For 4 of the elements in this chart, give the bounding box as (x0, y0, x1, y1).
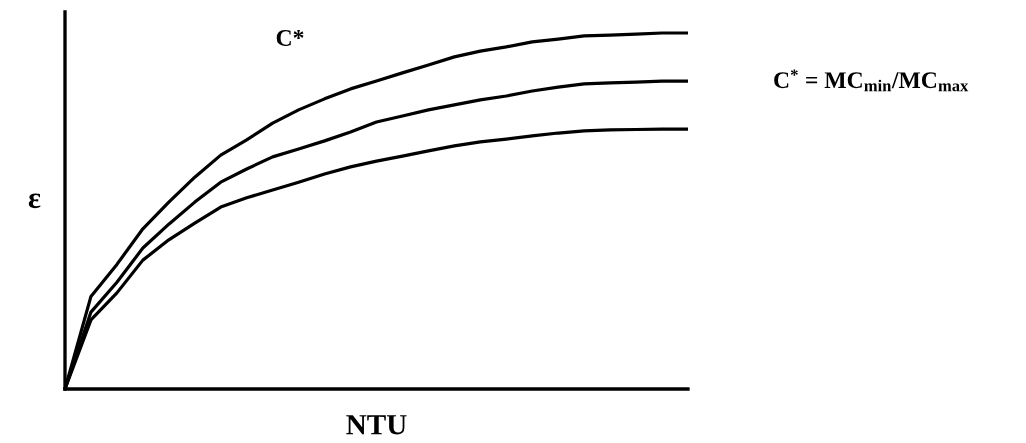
y-axis-title: ε (28, 193, 41, 209)
annotation: C* (276, 30, 304, 46)
text: C$^{*}$ = MC$_{min}$/MC$_{max}$ (774, 69, 969, 92)
x-axis-title: NTU (346, 415, 407, 435)
